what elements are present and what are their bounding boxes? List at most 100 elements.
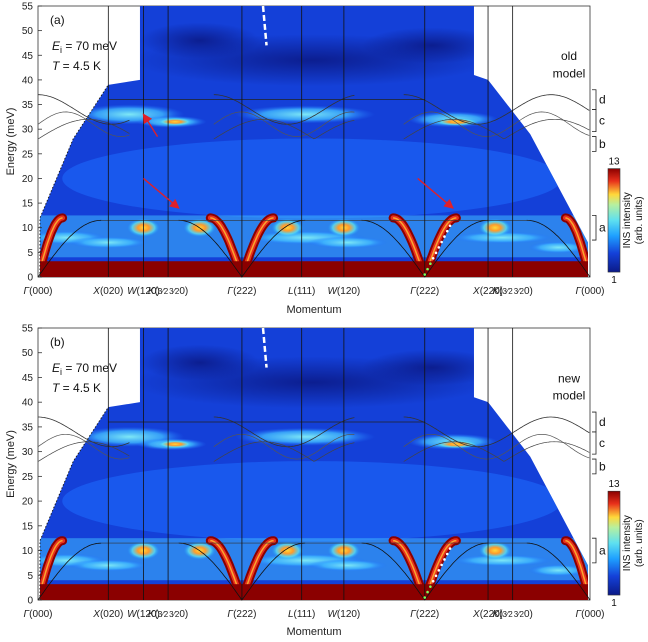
incident-energy: Ei = 70 meV	[52, 361, 117, 377]
band-bracket	[592, 411, 597, 433]
y-tick-label: 10	[22, 546, 34, 557]
x-tick-label: K(3⁄23⁄20)	[492, 286, 532, 297]
band-label: c	[599, 436, 605, 450]
x-tick-label: X(020)	[92, 286, 123, 297]
band-label: c	[599, 114, 605, 128]
colorbar-max: 13	[608, 157, 620, 168]
low-blob	[452, 554, 553, 567]
band-bracket	[592, 537, 597, 564]
x-axis-label: Momentum	[286, 304, 341, 316]
data-marker	[426, 590, 429, 594]
colorbar-title: INS intensity	[622, 515, 633, 571]
x-tick-label: Γ(000)	[575, 286, 604, 297]
panel-a: 0 5 10 15 20 25 30 35 40 45 50 55 Energy (meV) Γ(000)…	[5, 2, 645, 317]
data-marker	[443, 235, 446, 238]
data-marker	[423, 596, 427, 599]
model-curve	[403, 118, 590, 140]
low-hotspot	[479, 218, 512, 237]
y-tick-label: 20	[22, 497, 34, 508]
y-tick-label: 15	[22, 199, 34, 210]
model-curve	[213, 94, 355, 125]
band-label: a	[599, 544, 606, 558]
x-tick-label: X(220)	[472, 609, 503, 620]
x-tick-label: Γ(000)	[23, 609, 52, 620]
data-marker	[445, 229, 449, 233]
x-tick-label: W(120)	[127, 609, 160, 620]
model-curve	[37, 118, 130, 140]
dark-region	[139, 344, 260, 381]
x-tick-label: K(3⁄23⁄20)	[148, 286, 188, 297]
dark-region	[139, 22, 260, 59]
red-arrow	[417, 177, 454, 209]
y-tick-label: 0	[27, 596, 33, 607]
band-bracket	[592, 458, 597, 475]
model-curve	[213, 118, 355, 140]
colorbar-title-units: (arb. units)	[634, 196, 645, 244]
y-tick-label: 55	[22, 324, 34, 335]
red-arrow	[143, 177, 180, 209]
data-marker	[440, 563, 443, 567]
data-marker	[437, 569, 441, 572]
x-tick-label: Γ(222)	[227, 609, 256, 620]
y-tick-label: 40	[22, 75, 34, 86]
colorbar	[607, 168, 621, 273]
data-marker	[445, 552, 449, 556]
band-label: a	[599, 221, 606, 235]
y-tick-label: 45	[22, 51, 34, 62]
x-tick-label: Γ(222)	[410, 286, 439, 297]
band-bracket	[592, 136, 597, 152]
y-tick-label: 25	[22, 472, 34, 483]
x-tick-label: L(111)	[288, 286, 315, 297]
model-curve	[37, 111, 130, 137]
y-axis-label: Energy (meV)	[5, 430, 17, 498]
data-marker	[434, 574, 438, 578]
y-tick-label: 35	[22, 422, 34, 433]
x-tick-label: L(111)	[288, 609, 315, 620]
x-tick-label: Γ(000)	[575, 609, 604, 620]
colorbar-min: 1	[611, 598, 617, 609]
y-tick-label: 10	[22, 223, 34, 234]
model-curve	[213, 441, 355, 462]
model-curve	[403, 94, 590, 125]
colorbar-max: 13	[608, 479, 620, 490]
band-hotspot	[157, 440, 194, 449]
model-curve	[213, 433, 355, 460]
band-bracket	[592, 215, 597, 241]
model-curves	[37, 94, 591, 278]
band-blob	[235, 427, 376, 446]
model-curve	[403, 416, 590, 448]
band-blob	[235, 105, 376, 124]
low-blob	[528, 241, 588, 254]
model-curve	[37, 441, 130, 462]
colorbar-title: INS intensity	[622, 192, 633, 248]
coverage-edge-left	[39, 84, 109, 277]
model-curve	[213, 111, 355, 137]
model-curve	[526, 219, 591, 278]
low-hotspot	[271, 218, 304, 237]
model-curve	[403, 441, 590, 462]
band-bracket	[592, 89, 597, 110]
colorbar-min: 1	[611, 275, 617, 286]
y-tick-label: 55	[22, 2, 34, 13]
y-tick-label: 40	[22, 398, 34, 409]
acoustic-branch-hi	[40, 217, 63, 277]
x-tick-label: X(020)	[92, 609, 123, 620]
band-label: b	[599, 459, 606, 473]
y-tick-label: 5	[27, 248, 33, 259]
colorbar	[607, 490, 621, 596]
x-tick-label: K(3⁄23⁄20)	[148, 609, 188, 620]
data-marker	[426, 267, 429, 271]
model-curve	[37, 219, 102, 278]
band-hotspot	[157, 117, 194, 126]
model-label-line2: model	[553, 389, 586, 403]
elastic-line	[40, 584, 588, 600]
data-marker	[434, 251, 438, 255]
x-tick-label: K(3⁄23⁄20)	[492, 609, 532, 620]
y-tick-label: 0	[27, 273, 33, 284]
coverage-edge-left	[39, 406, 109, 600]
x-tick-label: Γ(222)	[227, 286, 256, 297]
x-tick-label: W(120)	[327, 286, 360, 297]
data-marker	[431, 579, 435, 583]
data-marker	[448, 224, 452, 228]
